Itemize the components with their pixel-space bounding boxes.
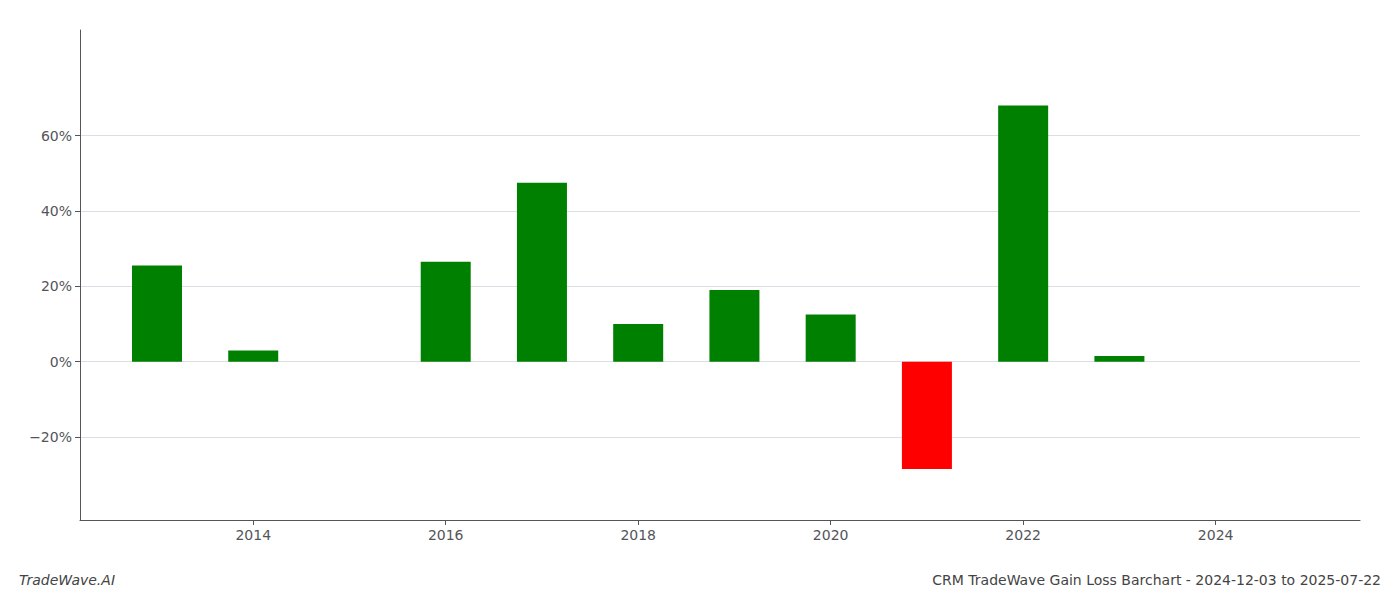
svg-text:2022: 2022 xyxy=(1005,527,1041,543)
svg-text:60%: 60% xyxy=(41,128,72,144)
svg-text:2020: 2020 xyxy=(813,527,849,543)
svg-text:CRM TradeWave Gain Loss Barcha: CRM TradeWave Gain Loss Barchart - 2024-… xyxy=(932,572,1381,588)
svg-text:40%: 40% xyxy=(41,203,72,219)
svg-text:2016: 2016 xyxy=(428,527,464,543)
svg-text:2024: 2024 xyxy=(1198,527,1234,543)
svg-text:−20%: −20% xyxy=(29,429,72,445)
svg-text:2014: 2014 xyxy=(235,527,271,543)
svg-text:TradeWave.AI: TradeWave.AI xyxy=(19,572,115,588)
svg-text:20%: 20% xyxy=(41,278,72,294)
svg-text:2018: 2018 xyxy=(620,527,656,543)
svg-text:0%: 0% xyxy=(50,354,72,370)
